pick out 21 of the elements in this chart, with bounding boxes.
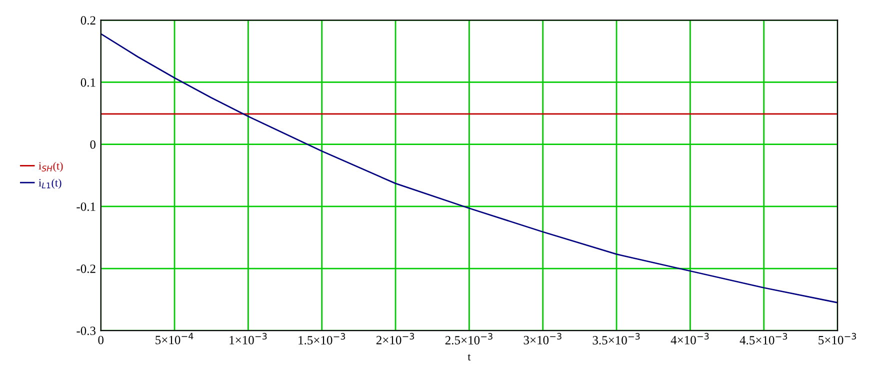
- y-tick-label: 0: [90, 140, 96, 149]
- x-axis-title: t: [468, 354, 471, 360]
- x-tick-label: 1×10$^{−3}$: [230, 332, 267, 344]
- x-tick-label: 0: [98, 336, 104, 344]
- y-tick-label: 0.1: [80, 78, 96, 87]
- x-tick-label: 5×10$^{−3}$: [818, 332, 856, 344]
- x-tick-label: 4.5×10$^{−3}$: [740, 333, 788, 345]
- y-tick-label: -0.1: [76, 202, 96, 211]
- x-tick-label: 3.5×10$^{−3}$: [592, 333, 640, 345]
- legend-label: i$_{L1}$(t): [38, 178, 62, 189]
- line-series: [100, 33, 838, 304]
- x-tick-label: 1.5×10$^{−3}$: [298, 333, 346, 345]
- y-tick-label: -0.3: [76, 326, 96, 336]
- y-tick-label: -0.2: [76, 264, 96, 274]
- x-tick-label: 5×10$^{−4}$: [156, 332, 194, 344]
- x-tick-label: 4×10$^{−3}$: [670, 332, 709, 344]
- x-tick-label: 3×10$^{−3}$: [524, 332, 562, 344]
- y-tick-label: 0.2: [80, 16, 96, 25]
- x-tick-label: 2.5×10$^{−3}$: [445, 333, 492, 345]
- legend-label: i$_{SH}$(t): [38, 162, 63, 172]
- x-tick-label: 2×10$^{−3}$: [376, 332, 414, 344]
